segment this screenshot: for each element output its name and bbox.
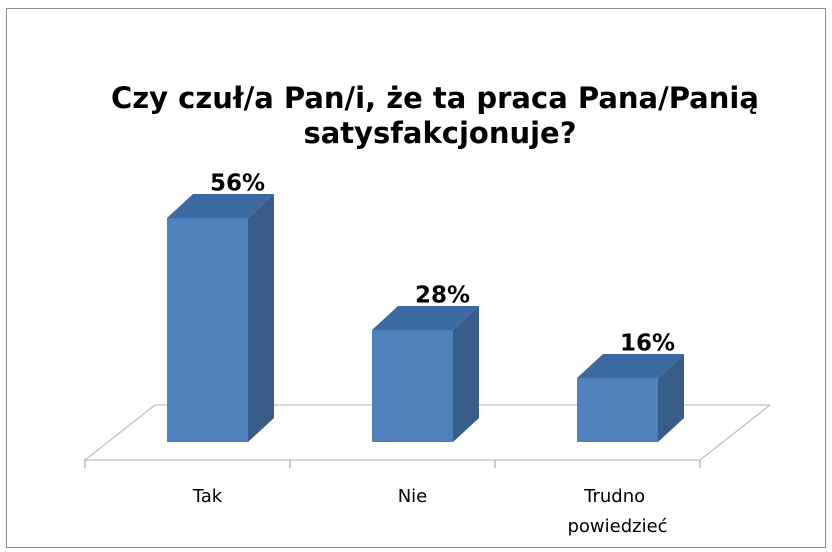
bar-side <box>658 354 684 442</box>
x-tick-label: Tak <box>192 486 223 507</box>
bar-top <box>167 194 274 218</box>
x-axis-ticks <box>84 460 701 468</box>
value-label: 56% <box>210 171 265 197</box>
bar-top <box>577 354 684 378</box>
chart-frame <box>6 8 826 548</box>
value-label: 28% <box>415 283 470 309</box>
x-tick-label: Nie <box>398 486 428 507</box>
bar-side <box>248 194 274 442</box>
x-tick-label: Trudno powiedzieć <box>567 486 667 537</box>
bar <box>372 330 453 442</box>
bar <box>167 218 248 442</box>
bar-top <box>372 306 479 330</box>
bar <box>577 378 658 442</box>
value-label: 16% <box>620 331 675 357</box>
bar-side <box>453 306 479 442</box>
chart-title: Czy czuł/a Pan/i, że ta praca Pana/Panią… <box>111 81 769 150</box>
